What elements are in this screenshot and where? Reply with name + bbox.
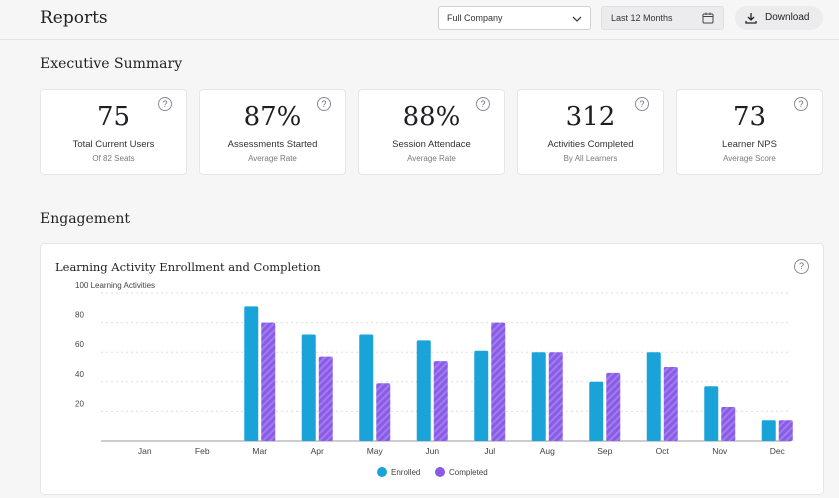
x-tick-label: Jan — [138, 446, 152, 456]
bar-enrolled — [761, 420, 776, 441]
kpi-label: Learner NPS — [722, 139, 777, 150]
x-tick-label: Apr — [311, 446, 324, 456]
bar-completed — [663, 367, 678, 441]
kpi-value: 88% — [402, 102, 461, 132]
x-tick-label: May — [367, 446, 384, 456]
kpi-card-total-users: 75 Total Current Users Of 82 Seats ? — [40, 89, 187, 175]
x-tick-label: Sep — [597, 446, 612, 456]
download-label: Download — [765, 12, 810, 23]
calendar-icon — [702, 12, 714, 24]
company-filter-select[interactable]: Full Company — [438, 6, 591, 30]
kpi-label: Assessments Started — [227, 139, 318, 150]
y-tick-label: 100 Learning Activities — [75, 281, 155, 290]
kpi-label: Session Attendace — [392, 139, 471, 150]
kpi-card-learner-nps: 73 Learner NPS Average Score ? — [676, 89, 823, 175]
bar-completed — [318, 356, 333, 441]
kpi-sublabel: Average Score — [723, 154, 776, 163]
x-tick-label: Aug — [540, 446, 555, 456]
bar-enrolled — [474, 350, 489, 441]
kpi-card-assessments-started: 87% Assessments Started Average Rate ? — [199, 89, 346, 175]
x-tick-label: Jul — [484, 446, 495, 456]
bar-completed — [261, 322, 276, 441]
legend-swatch — [377, 467, 387, 477]
bar-enrolled — [646, 352, 661, 441]
bar-enrolled — [704, 386, 719, 441]
help-icon[interactable]: ? — [317, 97, 331, 111]
bar-enrolled — [359, 334, 374, 441]
kpi-sublabel: Average Rate — [407, 154, 456, 163]
chevron-down-icon — [572, 16, 582, 22]
kpi-value: 312 — [565, 102, 616, 132]
kpi-value: 75 — [96, 102, 131, 132]
date-range-value: Last 12 Months — [611, 13, 673, 23]
bar-enrolled — [244, 306, 259, 441]
company-filter-value: Full Company — [447, 13, 503, 23]
help-icon[interactable]: ? — [794, 259, 809, 274]
kpi-label: Total Current Users — [72, 139, 155, 150]
bar-completed — [721, 406, 736, 441]
chart-title: Learning Activity Enrollment and Complet… — [55, 260, 321, 274]
bar-completed — [606, 372, 621, 441]
bar-completed — [491, 322, 506, 441]
download-icon — [745, 13, 757, 24]
bar-completed — [433, 361, 448, 441]
engagement-title: Engagement — [40, 211, 130, 227]
x-tick-label: Jun — [425, 446, 439, 456]
bar-enrolled — [531, 352, 546, 441]
bar-chart: 20 40 60 80 100 Learning Activities Jan Feb Mar… — [75, 281, 793, 477]
date-range-select[interactable]: Last 12 Months — [601, 6, 724, 30]
bar-completed — [778, 420, 793, 441]
x-tick-label: Feb — [195, 446, 210, 456]
kpi-card-activities-completed: 312 Activities Completed By All Learners… — [517, 89, 664, 175]
legend-label: Completed — [449, 468, 488, 477]
kpi-sublabel: Of 82 Seats — [92, 154, 135, 163]
bar-enrolled — [301, 334, 316, 441]
kpi-value: 87% — [243, 102, 302, 132]
download-button[interactable]: Download — [735, 6, 823, 30]
y-tick-label: 80 — [75, 311, 84, 320]
y-tick-label: 40 — [75, 370, 84, 379]
x-tick-label: Nov — [712, 446, 728, 456]
bar-enrolled — [589, 381, 604, 441]
kpi-value: 73 — [732, 102, 767, 132]
help-icon[interactable]: ? — [794, 97, 808, 111]
kpi-sublabel: Average Rate — [248, 154, 297, 163]
legend-label: Enrolled — [391, 468, 420, 477]
x-tick-label: Dec — [770, 446, 786, 456]
y-tick-label: 20 — [75, 399, 84, 408]
x-tick-label: Mar — [252, 446, 267, 456]
help-icon[interactable]: ? — [476, 97, 490, 111]
y-tick-label: 60 — [75, 340, 84, 349]
bar-enrolled — [416, 340, 431, 441]
bar-completed — [376, 383, 391, 441]
help-icon[interactable]: ? — [158, 97, 172, 111]
executive-summary-title: Executive Summary — [40, 56, 183, 72]
help-icon[interactable]: ? — [635, 97, 649, 111]
page-title: Reports — [40, 8, 108, 28]
x-tick-label: Oct — [656, 446, 670, 456]
legend-swatch — [435, 467, 445, 477]
bar-completed — [548, 352, 563, 441]
kpi-card-session-attendance: 88% Session Attendace Average Rate ? — [358, 89, 505, 175]
enrollment-completion-chart-card: Learning Activity Enrollment and Complet… — [40, 243, 824, 495]
page-header: Reports Full Company Last 12 Months Down… — [0, 0, 839, 40]
kpi-sublabel: By All Learners — [563, 154, 618, 163]
kpi-label: Activities Completed — [547, 139, 634, 150]
